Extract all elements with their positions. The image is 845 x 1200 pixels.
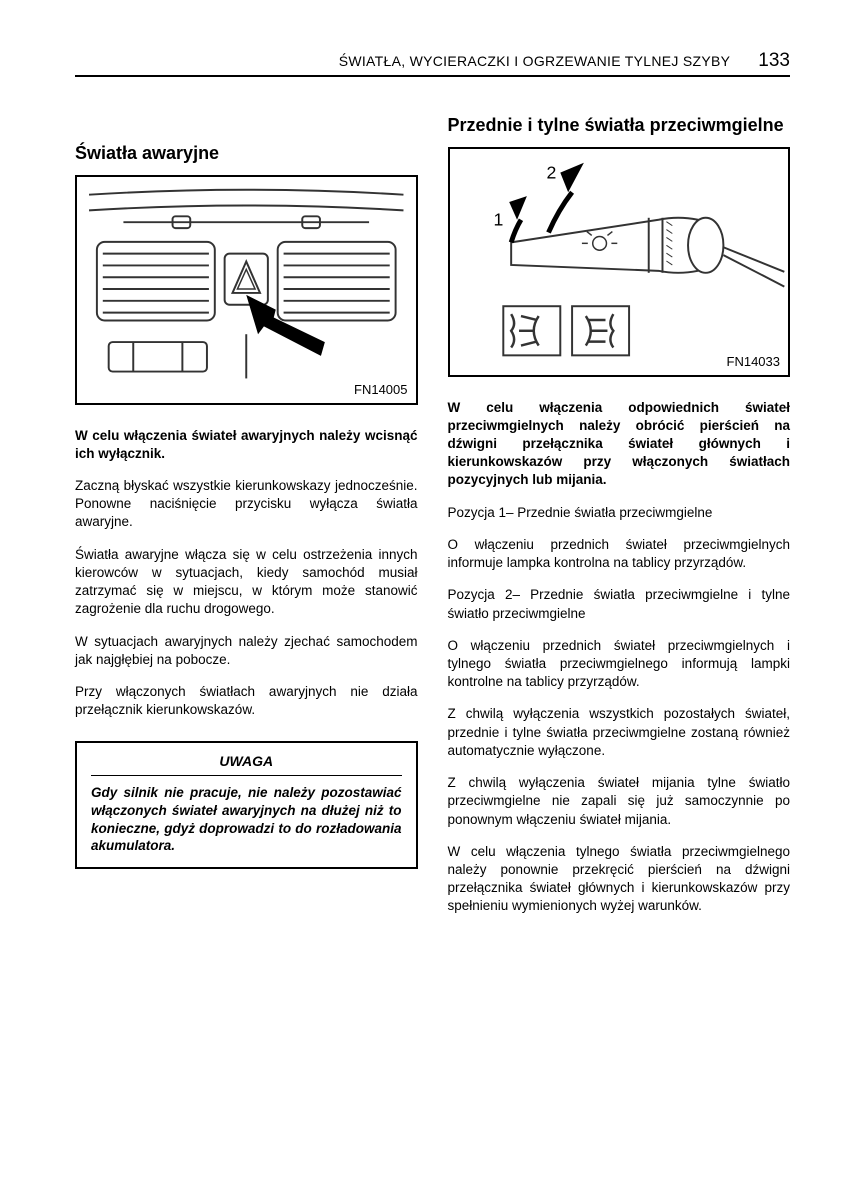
lead-text: W celu włączenia świateł awaryjnych nale… [75,427,418,463]
figure-fog-switch: 1 2 [448,147,791,377]
fig-label-2: 2 [546,162,556,182]
figure-code: FN14033 [727,354,780,369]
section-title-fog: Przednie i tylne światła przeciwmgielne [448,115,791,137]
body-text: W celu włączenia tylnego światła przeciw… [448,843,791,916]
body-text: Światła awaryjne włącza się w celu ostrz… [75,546,418,619]
lead-text: W celu włączenia odpowiednich świateł pr… [448,399,791,490]
body-text: Przy włączonych światłach awaryjnych nie… [75,683,418,719]
chapter-title: ŚWIATŁA, WYCIERACZKI I OGRZEWANIE TYLNEJ… [339,53,731,69]
caution-title: UWAGA [91,753,402,776]
body-text: Pozycja 2– Przednie światła przeciwmgiel… [448,586,791,622]
figure-code: FN14005 [354,382,407,397]
fig-label-1: 1 [493,209,503,229]
body-text: Z chwilą wyłączenia świateł mijania tyln… [448,774,791,829]
caution-body: Gdy silnik nie pracuje, nie należy pozos… [91,784,402,854]
manual-page: ŚWIATŁA, WYCIERACZKI I OGRZEWANIE TYLNEJ… [0,0,845,1200]
page-number: 133 [758,50,790,72]
columns: Światła awaryjne [75,115,790,916]
body-text: O włączeniu przednich świateł przeciwmgi… [448,536,791,572]
body-text: O włączeniu przednich świateł przeciwmgi… [448,637,791,692]
right-column: Przednie i tylne światła przeciwmgielne [448,115,791,916]
caution-box: UWAGA Gdy silnik nie pracuje, nie należy… [75,741,418,868]
section-title-hazard: Światła awaryjne [75,143,418,165]
body-text: Z chwilą wyłączenia wszystkich pozostały… [448,705,791,760]
body-text: Zaczną błyskać wszystkie kierunkowskazy … [75,477,418,532]
page-header: ŚWIATŁA, WYCIERACZKI I OGRZEWANIE TYLNEJ… [75,50,790,77]
figure-hazard-button: FN14005 [75,175,418,405]
left-column: Światła awaryjne [75,115,418,916]
body-text: W sytuacjach awaryjnych należy zjechać s… [75,633,418,669]
body-text: Pozycja 1– Przednie światła przeciwmgiel… [448,504,791,522]
